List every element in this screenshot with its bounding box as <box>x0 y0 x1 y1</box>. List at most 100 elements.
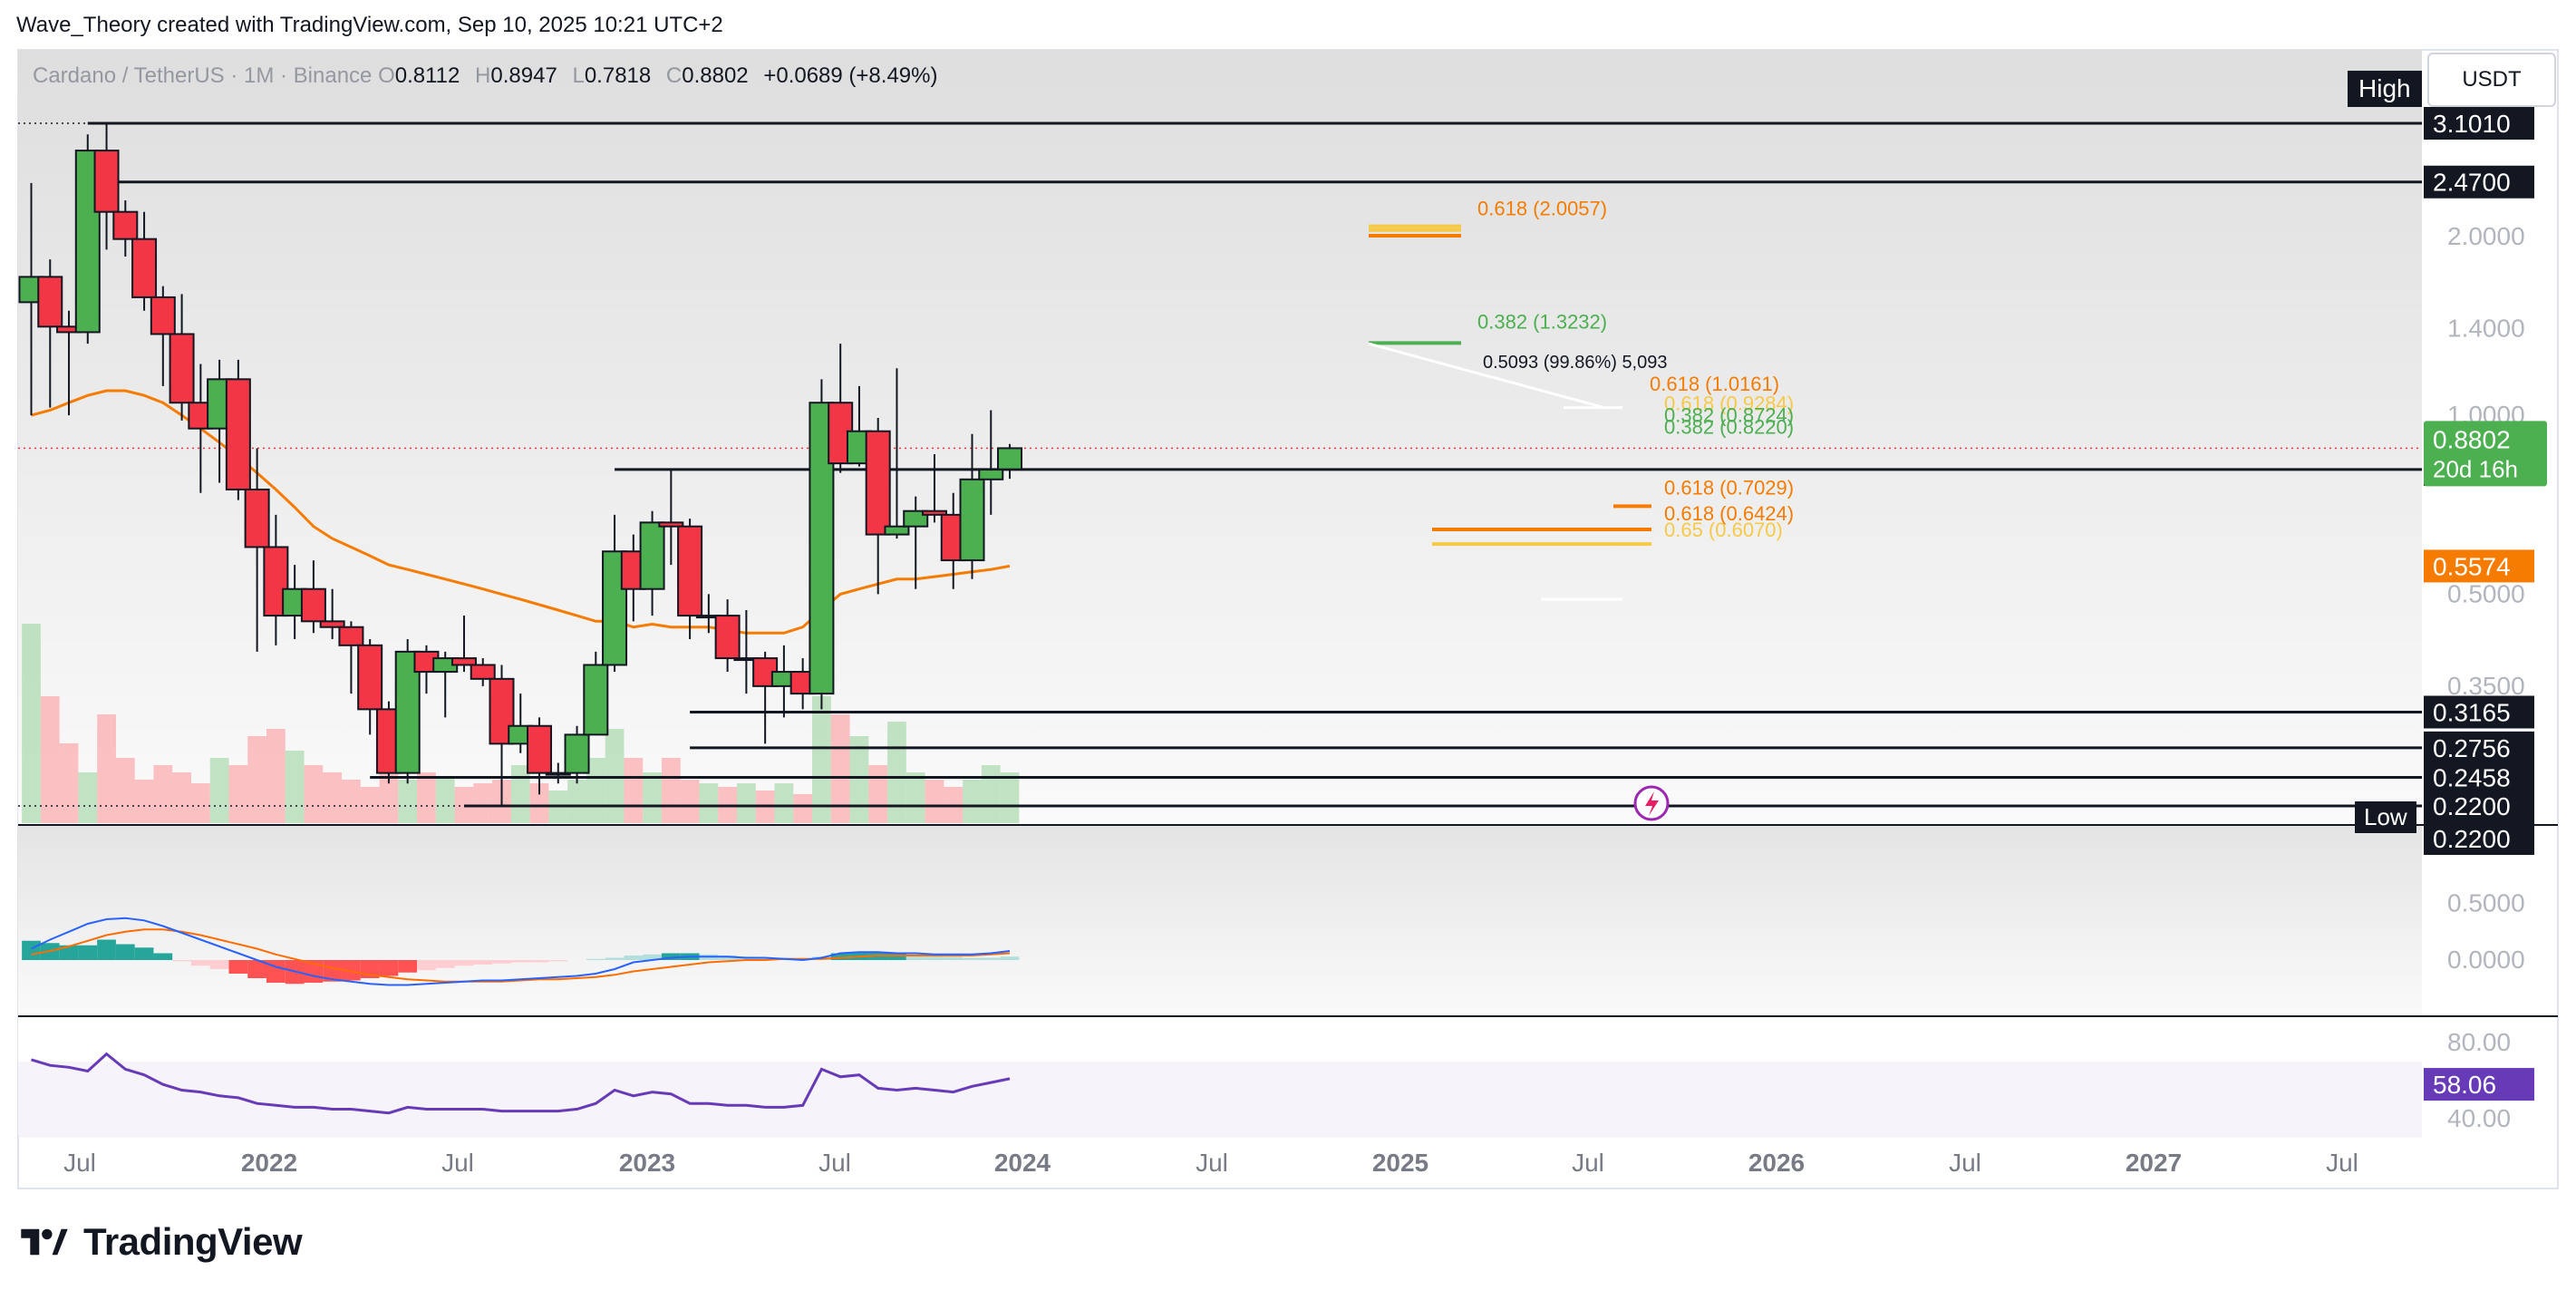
close-key: C <box>665 63 683 88</box>
candle-body <box>583 664 609 736</box>
candle-body <box>639 521 665 590</box>
currency-button[interactable]: USDT <box>2427 53 2556 107</box>
macd-histogram-bar <box>22 940 41 960</box>
high-key: H <box>475 63 491 88</box>
candle-body <box>244 488 270 548</box>
current-price-tag <box>2424 421 2547 487</box>
change-value: +0.0689 (+8.49%) <box>763 63 938 88</box>
volume-bar <box>247 736 266 823</box>
macd-histogram-bar <box>454 960 474 966</box>
price-tag-box <box>2424 165 2534 199</box>
fib-label: 0.618 (1.0161) <box>1650 373 1779 395</box>
macd-histogram-bar <box>78 945 98 960</box>
candle-body <box>564 733 590 774</box>
high-tag: High <box>2348 71 2422 107</box>
volume-bar <box>228 765 248 823</box>
volume-bar <box>699 783 719 823</box>
macd-y-tick: 0.0000 <box>2447 946 2525 974</box>
macd-histogram-bar <box>755 957 775 960</box>
volume-bar <box>59 743 79 823</box>
candle-body <box>903 509 929 528</box>
price-tag-box <box>2424 731 2534 764</box>
high-value: 0.8947 <box>490 63 557 88</box>
volume-bar <box>510 765 530 823</box>
price-tag-label: 0.2756 <box>2433 734 2511 762</box>
candle-body <box>714 615 741 660</box>
price-tag-label: 0.3165 <box>2433 699 2511 727</box>
macd-histogram-bar <box>172 960 191 962</box>
volume-bar <box>1000 772 1020 823</box>
macd-histogram-bar <box>643 954 662 960</box>
volume-bar <box>379 772 399 823</box>
price-tag-box <box>2424 761 2534 794</box>
candle-body <box>37 276 63 328</box>
x-axis-label: 2027 <box>2126 1149 2182 1177</box>
macd-histogram-bar <box>323 960 343 982</box>
candle-body <box>865 430 891 536</box>
countdown-label: 20d 16h <box>2433 455 2518 482</box>
current-price-value: 0.8802 <box>2433 425 2511 453</box>
candle-body <box>527 724 553 774</box>
fib-label: 0.618 (0.9284) <box>1664 392 1794 414</box>
macd-histogram-bar <box>473 960 493 965</box>
x-axis-label: 2024 <box>994 1149 1051 1177</box>
y-axis-tick: 0.3500 <box>2447 672 2525 700</box>
volume-bar <box>22 624 41 823</box>
macd-line <box>31 917 1011 986</box>
rsi-band <box>18 1062 2422 1138</box>
price-tag-label: 0.2200 <box>2433 792 2511 820</box>
rsi-line <box>31 1052 1011 1115</box>
macd-pane-background <box>18 826 2422 1015</box>
macd-histogram-bar <box>398 960 418 973</box>
x-axis-label: Jul <box>1196 1149 1228 1177</box>
rsi-value-label: 58.06 <box>2433 1071 2496 1099</box>
volume-bar <box>435 776 455 823</box>
x-axis-label: 2026 <box>1748 1149 1805 1177</box>
rsi-value-tag <box>2424 1068 2534 1101</box>
volume-bar <box>680 780 700 823</box>
macd-histogram-bar <box>59 945 79 960</box>
fib-label: 0.65 (0.6070) <box>1664 519 1783 541</box>
price-tag-label: 3.1010 <box>2433 110 2511 138</box>
tradingview-logo[interactable]: TradingView <box>18 1218 303 1266</box>
volume-bar <box>342 780 361 823</box>
open-key: O <box>378 63 395 88</box>
x-axis-label: 2025 <box>1372 1149 1428 1177</box>
candle-body <box>112 210 139 240</box>
fib-label: 0.382 (0.8220) <box>1664 416 1794 439</box>
candle-body <box>263 546 289 617</box>
y-axis-tick: 2.0000 <box>2447 222 2525 250</box>
volume-bar <box>304 765 324 823</box>
fib-label: 0.618 (0.6424) <box>1664 502 1794 525</box>
candle-body <box>921 509 947 516</box>
open-value: 0.8112 <box>394 63 460 88</box>
low-key: L <box>572 63 585 88</box>
x-axis-label: Jul <box>2326 1149 2358 1177</box>
volume-bar <box>925 780 944 823</box>
fib-label: 0.618 (0.7029) <box>1664 477 1794 500</box>
macd-histogram-bar <box>586 958 605 960</box>
candle-body <box>997 447 1023 471</box>
candle-body <box>338 626 364 646</box>
volume-bar <box>981 765 1001 823</box>
candle-body <box>658 521 684 528</box>
volume-bar <box>905 772 925 823</box>
volume-bar <box>134 780 154 823</box>
macd-histogram-bar <box>718 956 737 960</box>
macd-histogram-bar <box>963 957 982 960</box>
candle-body <box>450 657 477 666</box>
candle-body <box>470 664 496 680</box>
volume-bar <box>793 794 813 823</box>
macd-histogram-bar <box>266 960 286 983</box>
macd-histogram-bar <box>548 960 568 962</box>
candle-body <box>545 771 571 776</box>
volume-bar <box>849 736 869 823</box>
volume-bar <box>737 783 756 823</box>
volume-bar <box>115 758 135 823</box>
y-axis-tick: 0.5000 <box>2447 579 2525 607</box>
candle-body <box>319 620 345 628</box>
low-tag: Low <box>2355 801 2416 833</box>
volume-bar <box>78 772 98 823</box>
volume-bar <box>40 696 60 823</box>
